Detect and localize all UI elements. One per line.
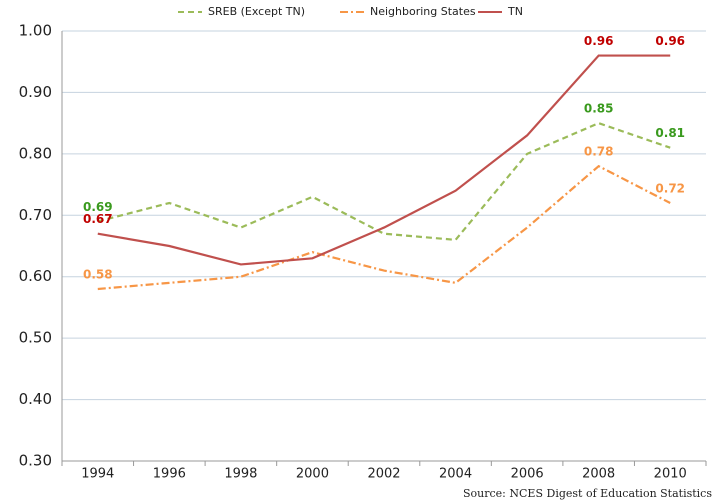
data-label: 0.96 — [584, 34, 614, 48]
data-label: 0.85 — [584, 102, 614, 116]
legend-label: Neighboring States — [370, 5, 476, 18]
y-tick-label: 1.00 — [19, 22, 52, 40]
data-label: 0.72 — [655, 182, 685, 196]
series-line — [97, 54, 671, 266]
legend-label: SREB (Except TN) — [208, 5, 305, 18]
y-tick-label: 0.50 — [19, 329, 52, 347]
data-label: 0.96 — [655, 34, 685, 48]
data-label: 0.58 — [83, 268, 113, 282]
legend-label: TN — [507, 5, 523, 18]
y-tick-label: 0.30 — [19, 452, 52, 470]
series-line — [97, 164, 671, 291]
x-tick-label: 2010 — [654, 467, 687, 482]
y-tick-label: 0.60 — [19, 267, 52, 285]
x-tick-label: 2006 — [511, 467, 544, 482]
series-line — [97, 121, 671, 242]
data-label: 0.81 — [655, 126, 685, 140]
data-label: 0.69 — [83, 200, 113, 214]
x-tick-label: 1994 — [81, 467, 114, 482]
x-tick-label: 1998 — [224, 467, 257, 482]
x-tick-label: 2004 — [439, 467, 472, 482]
data-label: 0.78 — [584, 145, 614, 159]
x-tick-label: 2008 — [582, 467, 615, 482]
x-tick-label: 2002 — [367, 467, 400, 482]
y-tick-label: 0.90 — [19, 83, 52, 101]
y-tick-label: 0.80 — [19, 144, 52, 162]
data-label: 0.67 — [83, 212, 113, 226]
y-tick-label: 0.70 — [19, 206, 52, 224]
source-note: Source: NCES Digest of Education Statist… — [463, 487, 712, 500]
x-tick-label: 1996 — [153, 467, 186, 482]
y-tick-label: 0.40 — [19, 390, 52, 408]
x-tick-label: 2000 — [296, 467, 329, 482]
